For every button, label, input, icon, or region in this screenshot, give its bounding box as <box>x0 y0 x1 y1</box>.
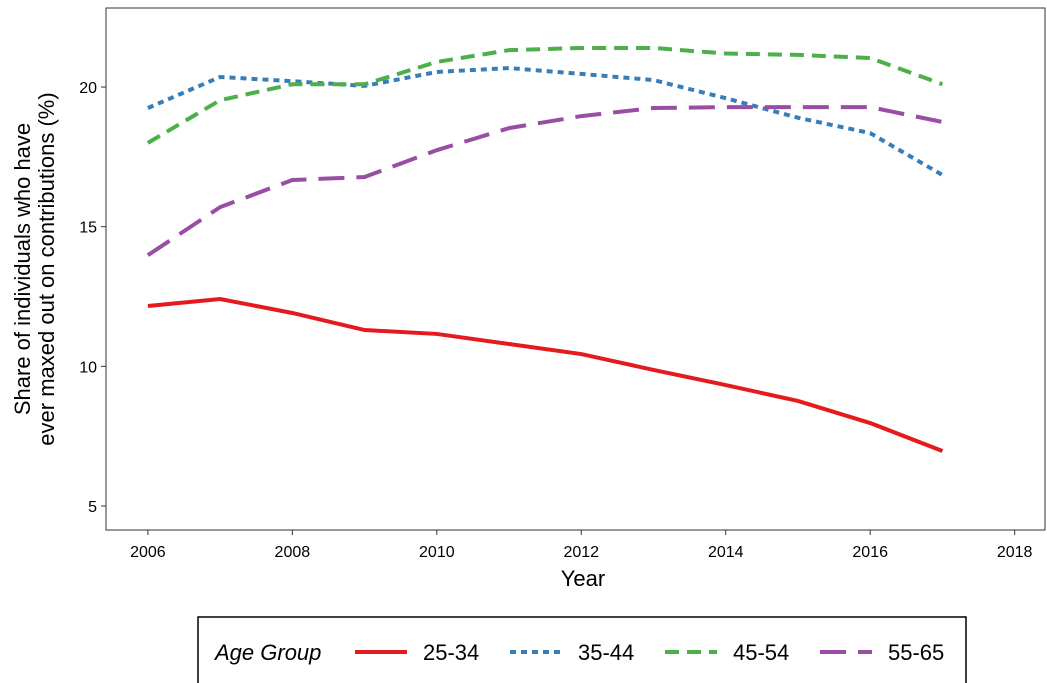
series-line <box>147 66 944 177</box>
series-line <box>147 297 944 453</box>
y-tick-label: 20 <box>79 80 97 97</box>
x-tick-label: 2008 <box>275 544 311 561</box>
series-line <box>146 105 943 257</box>
x-tick-label: 2016 <box>852 544 888 561</box>
x-tick-label: 2006 <box>130 544 166 561</box>
y-tick-label: 5 <box>88 499 97 516</box>
legend-label: 45-54 <box>733 640 789 665</box>
x-tick-label: 2010 <box>419 544 455 561</box>
plot-border <box>105 7 1046 531</box>
x-axis-title: Year <box>561 566 605 591</box>
x-tick-label: 2014 <box>708 544 744 561</box>
series-line <box>146 45 944 145</box>
y-tick-label: 15 <box>79 220 97 237</box>
legend-label: 55-65 <box>888 640 944 665</box>
y-axis-title-line: ever maxed out on contributions (%) <box>34 92 59 445</box>
x-tick-label: 2018 <box>997 544 1033 561</box>
y-axis-title: Share of individuals who have ever maxed… <box>10 92 59 445</box>
y-axis-title-line: Share of individuals who have <box>10 123 35 415</box>
x-tick-label: 2012 <box>563 544 599 561</box>
legend-title: Age Group <box>213 640 321 665</box>
legend-label: 25-34 <box>423 640 479 665</box>
y-tick-label: 10 <box>79 359 97 376</box>
legend-label: 35-44 <box>578 640 634 665</box>
